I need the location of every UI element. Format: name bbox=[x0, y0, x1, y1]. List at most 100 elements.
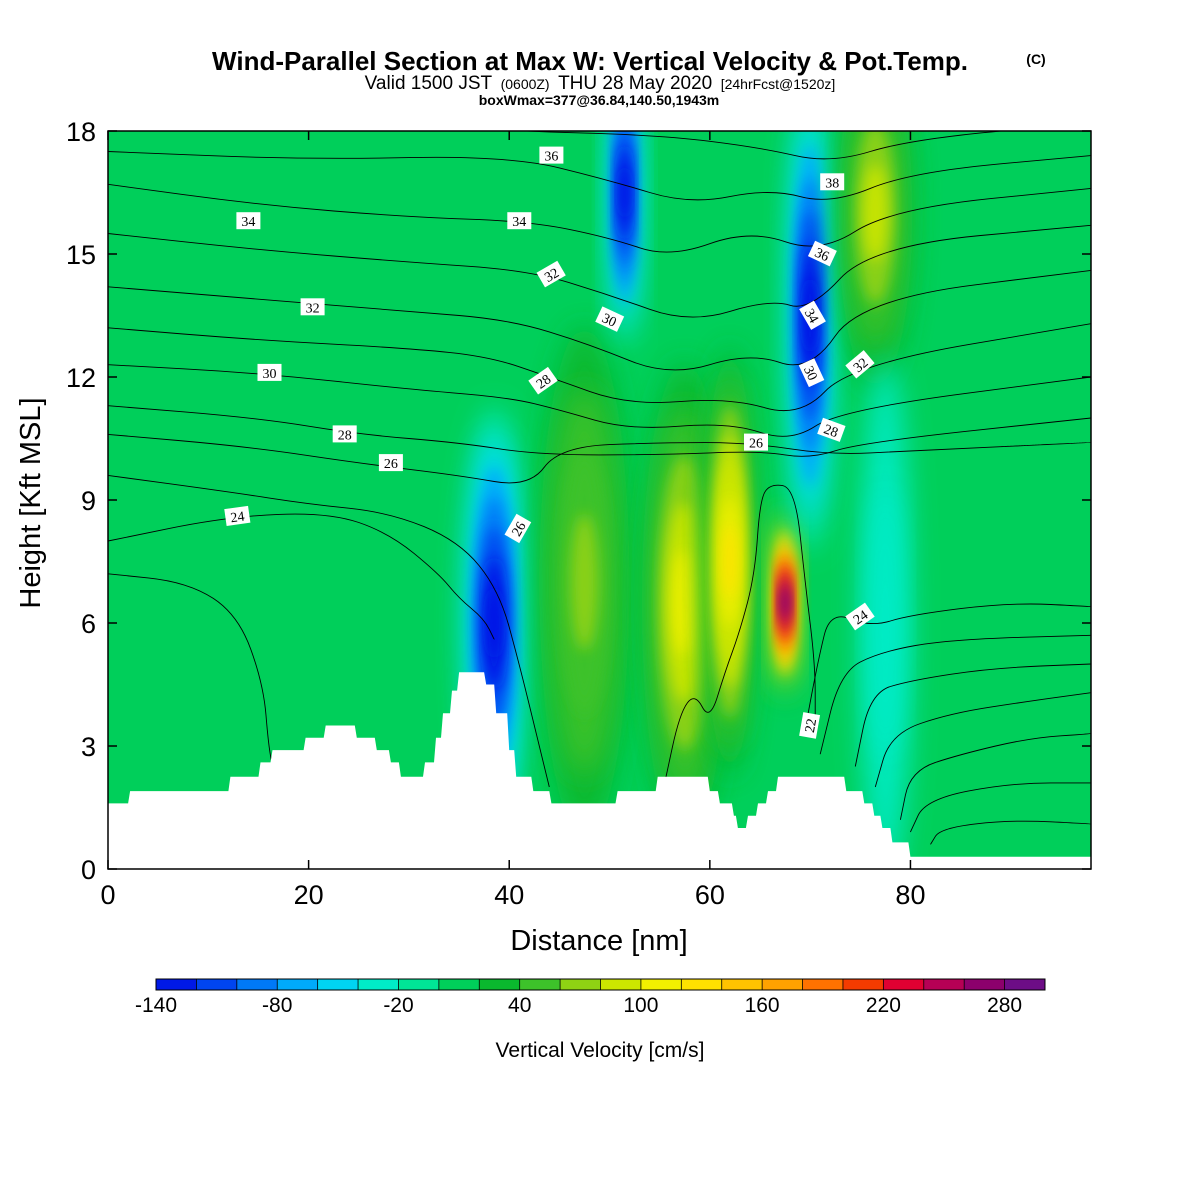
contour-label: 32 bbox=[845, 350, 875, 379]
svg-text:26: 26 bbox=[384, 457, 398, 472]
colorbar-swatch bbox=[519, 979, 561, 990]
contour-label: 28 bbox=[332, 425, 357, 443]
svg-text:36: 36 bbox=[812, 246, 831, 266]
svg-text:26: 26 bbox=[749, 437, 763, 452]
theta-contour bbox=[108, 405, 1091, 457]
contour-label: 36 bbox=[539, 146, 564, 165]
contour-label: 34 bbox=[507, 212, 532, 230]
colorbar-swatch bbox=[156, 979, 197, 990]
colorbar-swatch bbox=[681, 979, 723, 990]
theta-contour bbox=[108, 224, 1091, 318]
theta-contour bbox=[854, 663, 1091, 767]
svg-text:28: 28 bbox=[822, 422, 840, 441]
colorbar-swatch bbox=[196, 979, 238, 990]
box-wmax-line: boxWmax=377@36.84,140.50,1943m bbox=[479, 92, 720, 108]
theta-contour bbox=[909, 782, 1091, 833]
y-tick-label: 18 bbox=[66, 117, 96, 147]
svg-text:34: 34 bbox=[801, 306, 821, 326]
contour-label: 36 bbox=[807, 240, 837, 267]
valid-time: Valid 1500 JST bbox=[365, 73, 493, 94]
theta-contour bbox=[930, 820, 1091, 845]
colorbar-tick-label: -80 bbox=[262, 994, 292, 1017]
theta-contour bbox=[108, 573, 274, 771]
y-tick-label: 12 bbox=[66, 363, 96, 393]
svg-text:26: 26 bbox=[510, 520, 530, 540]
valid-time-line: Valid 1500 JST (0600Z) THU 28 May 2020 [… bbox=[365, 73, 836, 94]
svg-text:32: 32 bbox=[306, 301, 320, 316]
theta-contour bbox=[819, 634, 1091, 755]
contour-label: 24 bbox=[845, 602, 875, 631]
x-axis-label: Distance [nm] bbox=[510, 925, 687, 957]
contour-label: 32 bbox=[300, 298, 325, 316]
colorbar-swatch bbox=[560, 979, 601, 990]
svg-text:38: 38 bbox=[825, 176, 839, 191]
colorbar-swatch bbox=[883, 979, 925, 990]
colorbar-swatch bbox=[600, 979, 642, 990]
colorbar: -140 -80 -20 40 100 160 220 280 bbox=[135, 978, 1046, 1017]
contour-label: 26 bbox=[378, 454, 403, 472]
contour-label: 28 bbox=[528, 366, 558, 395]
colorbar-swatch bbox=[640, 979, 682, 990]
colorbar-swatch bbox=[479, 979, 521, 990]
contour-label: 30 bbox=[257, 363, 282, 382]
w-cell bbox=[773, 506, 798, 699]
svg-text:36: 36 bbox=[544, 150, 558, 165]
svg-text:28: 28 bbox=[338, 428, 352, 443]
y-tick-label: 0 bbox=[81, 855, 96, 885]
contour-label: 34 bbox=[799, 300, 826, 330]
contour-label: 30 bbox=[798, 358, 825, 388]
terrain bbox=[108, 672, 1091, 869]
colorbar-swatch bbox=[358, 979, 399, 990]
contour-label: 34 bbox=[236, 212, 261, 230]
colorbar-swatch bbox=[1004, 979, 1046, 990]
y-tick-label: 3 bbox=[81, 732, 96, 762]
colorbar-swatch bbox=[923, 979, 965, 990]
theta-contour bbox=[108, 513, 495, 640]
theta-contour bbox=[108, 474, 550, 788]
svg-text:32: 32 bbox=[542, 266, 562, 286]
colorbar-swatch bbox=[236, 979, 278, 990]
w-field bbox=[465, 131, 913, 869]
x-tick-label: 60 bbox=[695, 880, 725, 910]
colorbar-swatch bbox=[438, 979, 480, 990]
colorbar-tick-label: 280 bbox=[987, 994, 1022, 1017]
theta-contour bbox=[899, 733, 1091, 820]
forecast-hour: [24hrFcst@1520z] bbox=[721, 76, 836, 92]
theta-contour bbox=[804, 603, 1091, 730]
x-tick-label: 80 bbox=[895, 880, 925, 910]
colorbar-tick-label: 220 bbox=[866, 994, 901, 1017]
w-cell bbox=[641, 361, 728, 844]
w-cell bbox=[860, 357, 911, 869]
colorbar-swatch bbox=[317, 979, 359, 990]
theta-contour bbox=[108, 183, 1091, 253]
colorbar-swatch bbox=[762, 979, 804, 990]
colorbar-tick-label: -20 bbox=[383, 994, 413, 1017]
w-cell bbox=[539, 326, 630, 838]
y-tick-label: 9 bbox=[81, 486, 96, 516]
colorbar-tick-label: 100 bbox=[623, 994, 658, 1017]
colorbar-label: Vertical Velocity [cm/s] bbox=[496, 1039, 705, 1062]
theta-contour bbox=[108, 151, 1091, 201]
contour-label: 22 bbox=[799, 712, 820, 739]
theta-contour bbox=[664, 484, 816, 783]
colorbar-swatch bbox=[802, 979, 844, 990]
chart-title: Wind-Parallel Section at Max W: Vertical… bbox=[212, 46, 968, 76]
w-cell bbox=[609, 131, 640, 349]
theta-contour bbox=[515, 131, 1006, 160]
contour-label: 38 bbox=[820, 173, 845, 191]
colorbar-tick-label: 160 bbox=[745, 994, 780, 1017]
svg-text:30: 30 bbox=[800, 364, 820, 383]
contour-label: 30 bbox=[595, 306, 625, 332]
y-axis-label: Height [Kft MSL] bbox=[15, 397, 47, 608]
valid-date: THU 28 May 2020 bbox=[558, 73, 712, 94]
valid-utc: (0600Z) bbox=[501, 76, 550, 92]
theta-contour bbox=[108, 364, 1091, 437]
contour-label: 26 bbox=[504, 513, 532, 544]
colorbar-swatch bbox=[842, 979, 884, 990]
contour-label: 26 bbox=[744, 433, 768, 452]
theta-contour bbox=[108, 269, 1091, 371]
colorbar-tick-label: -140 bbox=[135, 994, 177, 1017]
colorbar-swatch bbox=[964, 979, 1006, 990]
